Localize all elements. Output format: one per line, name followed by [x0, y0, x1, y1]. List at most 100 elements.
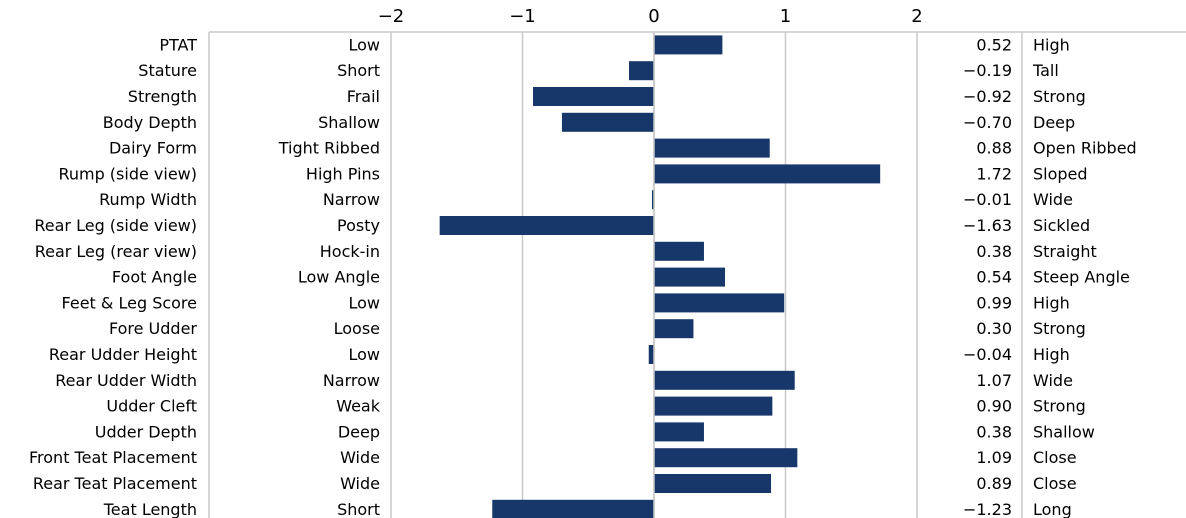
low-descriptor-label: Short [337, 500, 380, 518]
trait-label: Udder Cleft [106, 397, 197, 416]
bar [654, 267, 726, 287]
trait-label: Fore Udder [109, 319, 197, 338]
high-descriptor-label: High [1033, 293, 1070, 312]
low-descriptor-label: Low [348, 35, 380, 54]
low-descriptor-label: Hock-in [320, 242, 380, 261]
trait-label: Rump (side view) [58, 164, 197, 183]
bar [654, 35, 723, 55]
value-label: 0.52 [976, 35, 1012, 54]
low-descriptor-label: Narrow [323, 190, 380, 209]
high-descriptor-label: Shallow [1033, 422, 1095, 441]
trait-label: Strength [128, 87, 197, 106]
trait-label: PTAT [159, 35, 197, 54]
high-descriptor-label: High [1033, 345, 1070, 364]
high-descriptor-label: Tall [1032, 61, 1059, 80]
bar [654, 319, 694, 339]
low-descriptor-label: Shallow [318, 113, 380, 132]
high-descriptor-label: High [1033, 35, 1070, 54]
bar [654, 164, 881, 184]
low-descriptor-label: Wide [340, 474, 380, 493]
low-descriptor-label: Narrow [323, 371, 380, 390]
low-descriptor-label: Frail [347, 87, 380, 106]
bar [652, 190, 654, 210]
trait-label: Body Depth [103, 113, 197, 132]
x-tick-label: 2 [911, 6, 922, 27]
bar [439, 216, 654, 235]
trait-label: Udder Depth [95, 422, 197, 441]
bar [654, 138, 770, 158]
bar [648, 345, 654, 364]
low-descriptor-label: Loose [334, 319, 380, 338]
high-descriptor-label: Wide [1033, 371, 1073, 390]
high-descriptor-label: Deep [1033, 113, 1075, 132]
value-label: 0.90 [976, 397, 1012, 416]
low-descriptor-label: Short [337, 61, 380, 80]
low-descriptor-label: Wide [340, 448, 380, 467]
low-descriptor-label: Deep [338, 422, 380, 441]
trait-label: Teat Length [103, 500, 197, 518]
trait-label: Rear Udder Height [49, 345, 197, 364]
high-descriptor-label: Wide [1033, 190, 1073, 209]
bar [654, 241, 704, 261]
value-label: 1.07 [976, 371, 1012, 390]
trait-label: Foot Angle [112, 268, 197, 287]
value-label: −1.23 [963, 500, 1012, 518]
x-tick-label: 1 [780, 6, 791, 27]
trait-label: Dairy Form [109, 139, 197, 158]
value-label: 0.89 [976, 474, 1012, 493]
high-descriptor-label: Strong [1033, 319, 1086, 338]
trait-label: Rear Teat Placement [33, 474, 197, 493]
high-descriptor-label: Sickled [1033, 216, 1090, 235]
high-descriptor-label: Steep Angle [1033, 268, 1130, 287]
trait-label: Rear Udder Width [55, 371, 197, 390]
value-label: 0.88 [976, 139, 1012, 158]
value-label: −0.04 [963, 345, 1012, 364]
low-descriptor-label: High Pins [306, 164, 380, 183]
high-descriptor-label: Long [1033, 500, 1072, 518]
low-descriptor-label: Weak [336, 397, 381, 416]
trait-label: Rear Leg (side view) [34, 216, 197, 235]
low-descriptor-label: Tight Ribbed [278, 139, 380, 158]
value-label: 1.72 [976, 164, 1012, 183]
value-label: 0.30 [976, 319, 1012, 338]
trait-label: Rump Width [99, 190, 197, 209]
bar [654, 293, 785, 313]
bar [654, 448, 798, 468]
x-tick-label: 0 [648, 6, 659, 27]
value-label: −0.70 [963, 113, 1012, 132]
trait-label: Feet & Leg Score [62, 293, 197, 312]
value-label: 0.38 [976, 422, 1012, 441]
value-label: 1.09 [976, 448, 1012, 467]
low-descriptor-label: Low [348, 293, 380, 312]
trait-label: Rear Leg (rear view) [35, 242, 197, 261]
low-descriptor-label: Low Angle [298, 268, 380, 287]
bar [654, 422, 704, 442]
value-label: 0.38 [976, 242, 1012, 261]
high-descriptor-label: Straight [1033, 242, 1097, 261]
high-descriptor-label: Strong [1033, 87, 1086, 106]
bar [561, 112, 654, 132]
high-descriptor-label: Close [1033, 448, 1077, 467]
bar [654, 474, 772, 493]
high-descriptor-label: Strong [1033, 397, 1086, 416]
trait-label: Front Teat Placement [29, 448, 197, 467]
bar [629, 61, 654, 81]
bar [654, 370, 795, 390]
bar [654, 396, 773, 416]
value-label: 0.54 [976, 268, 1012, 287]
low-descriptor-label: Low [348, 345, 380, 364]
bar [533, 87, 654, 106]
low-descriptor-label: Posty [337, 216, 380, 235]
bar [492, 499, 654, 518]
x-tick-label: −1 [509, 6, 536, 27]
trait-label: Stature [138, 61, 197, 80]
value-label: −0.19 [963, 61, 1012, 80]
value-label: −0.92 [963, 87, 1012, 106]
high-descriptor-label: Open Ribbed [1033, 139, 1137, 158]
value-label: −1.63 [963, 216, 1012, 235]
x-tick-label: −2 [378, 6, 405, 27]
value-label: −0.01 [963, 190, 1012, 209]
value-label: 0.99 [976, 293, 1012, 312]
high-descriptor-label: Close [1033, 474, 1077, 493]
